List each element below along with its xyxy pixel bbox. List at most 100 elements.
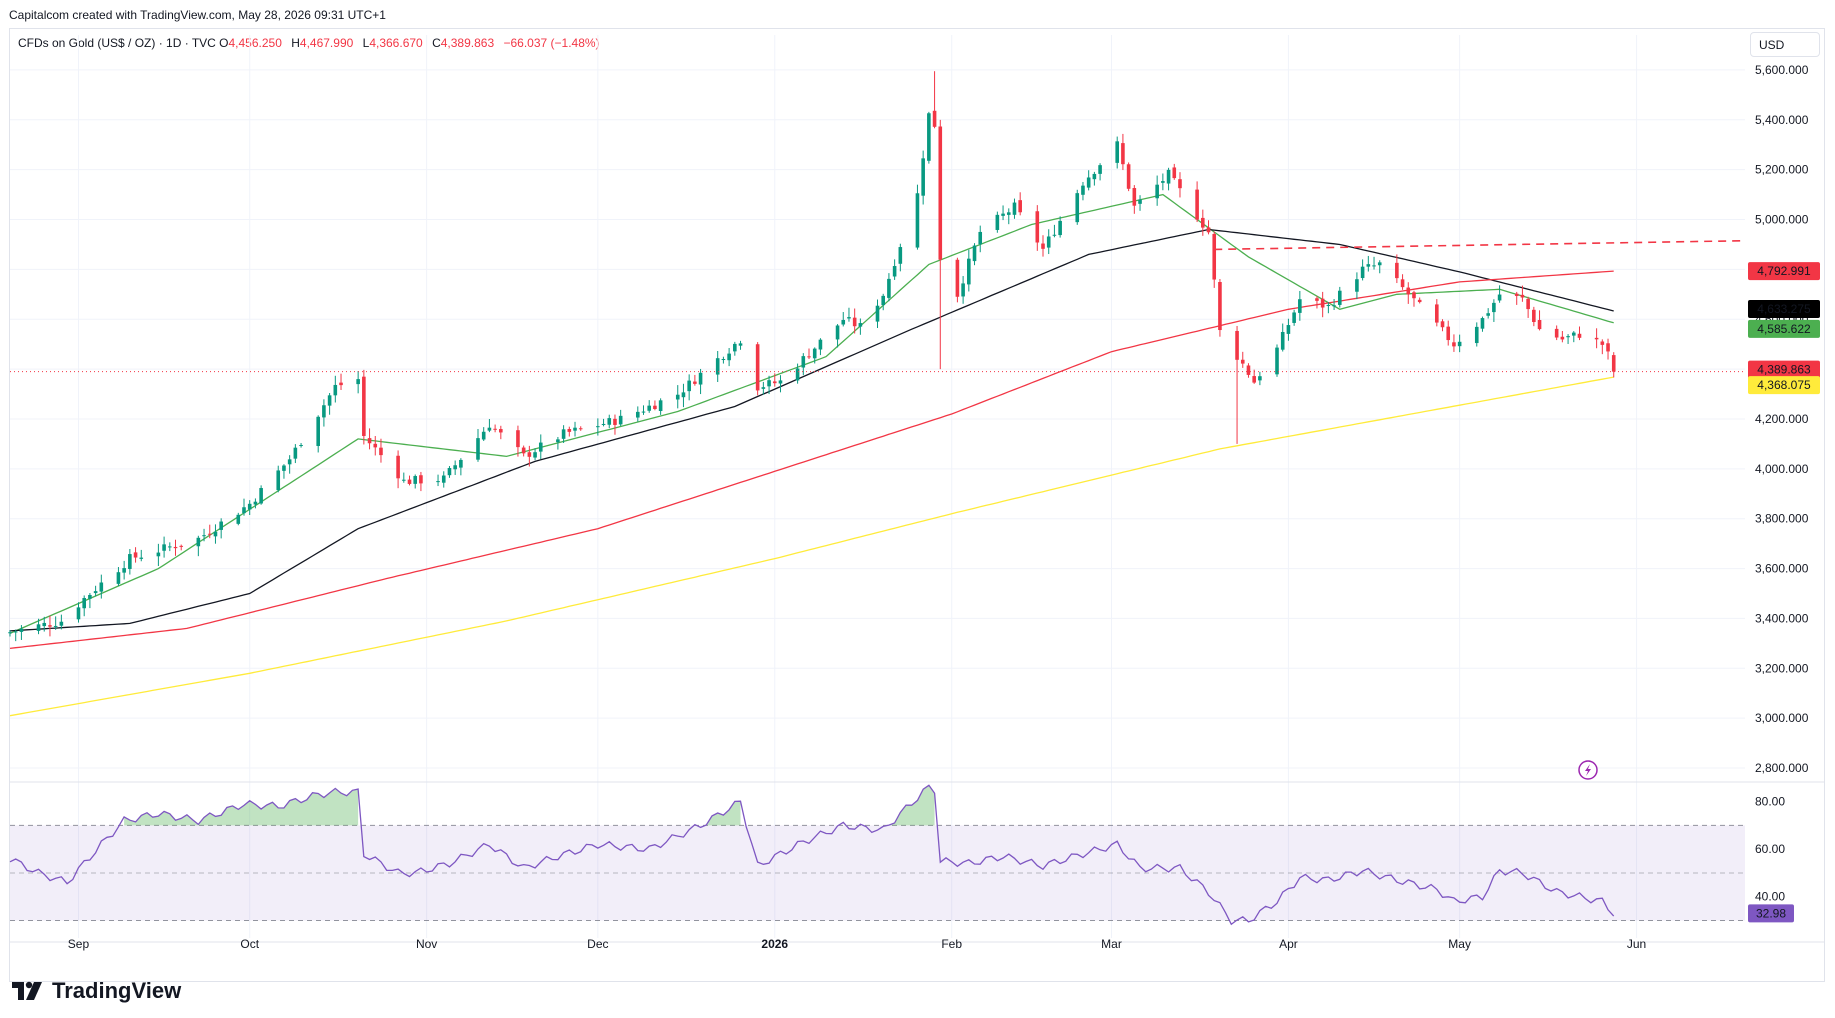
- legend-low-label: L: [362, 36, 370, 50]
- time-axis-label: 2026: [761, 937, 788, 951]
- candle-body: [727, 353, 731, 361]
- candle-body: [1377, 262, 1382, 266]
- candle-body: [1201, 217, 1205, 228]
- candle-body: [778, 380, 783, 384]
- ma-mid-line: [9, 228, 1614, 632]
- symbol-legend: CFDs on Gold (US$ / OZ) · 1D · TVC O4,45…: [18, 36, 606, 50]
- candle-body: [1480, 318, 1485, 329]
- candle-body: [578, 428, 583, 430]
- candle-body: [1566, 336, 1570, 338]
- price-axis-label: 4,200.000: [1755, 412, 1809, 426]
- candle-body: [1292, 312, 1296, 323]
- candle-body: [618, 415, 623, 425]
- price-label-text: 4,368.075: [1757, 378, 1811, 392]
- candle-body: [538, 442, 543, 452]
- candle-body: [1497, 294, 1502, 301]
- candle-body: [1355, 279, 1359, 292]
- time-axis-label: Mar: [1101, 937, 1122, 951]
- candle-body: [316, 416, 320, 446]
- candle-body: [1611, 355, 1616, 372]
- candle-body: [521, 447, 526, 454]
- candle-body: [1452, 342, 1456, 347]
- candle-body: [401, 479, 406, 481]
- candle-body: [1235, 330, 1239, 360]
- candle-body: [1446, 326, 1451, 341]
- candle-body: [607, 418, 612, 425]
- candle-body: [1417, 299, 1422, 303]
- candle-body: [1577, 333, 1582, 338]
- candle-body: [339, 382, 343, 386]
- candle-body: [128, 554, 132, 569]
- tradingview-logo-icon: [12, 981, 42, 1000]
- price-label-text: 4,585.622: [1757, 322, 1811, 336]
- candle-body: [1554, 328, 1559, 338]
- candle-body: [738, 343, 743, 346]
- candle-body: [1526, 298, 1530, 310]
- candle-body: [173, 546, 178, 549]
- candle-body: [641, 411, 646, 413]
- time-axis-label: Oct: [240, 937, 259, 951]
- candle-body: [1058, 220, 1062, 236]
- candle-body: [1474, 326, 1479, 344]
- candle-body: [293, 447, 298, 459]
- candle-body: [1600, 341, 1605, 345]
- candle-body: [99, 582, 104, 592]
- price-axis-label: 3,200.000: [1755, 661, 1809, 675]
- time-axis-label: Feb: [941, 937, 962, 951]
- candle-body: [801, 356, 806, 368]
- ma-long-line: [9, 270, 1614, 650]
- candle-body: [407, 479, 412, 484]
- candle-body: [1520, 294, 1525, 298]
- candle-body: [367, 438, 372, 444]
- candle-body: [487, 427, 492, 431]
- candle-body: [196, 537, 201, 547]
- candle-body: [915, 193, 920, 248]
- candle-body: [858, 323, 863, 327]
- rsi-overbought-fill: [706, 801, 741, 826]
- legend-close-value: 4,389.863: [440, 36, 495, 50]
- candle-body: [373, 443, 378, 448]
- time-axis-label: May: [1448, 937, 1471, 951]
- candle-body: [567, 428, 572, 432]
- price-label-box: [1748, 360, 1820, 379]
- price-axis-label: 2,800.000: [1755, 761, 1809, 775]
- candle-body: [1258, 376, 1262, 381]
- candle-body: [88, 594, 92, 599]
- candle-body: [436, 481, 440, 483]
- candle-body: [881, 295, 886, 306]
- candle-body: [932, 110, 937, 127]
- candle-body: [681, 392, 686, 398]
- candle-body: [53, 625, 58, 627]
- candle-body: [476, 438, 480, 460]
- price-axis-label: 3,400.000: [1755, 611, 1809, 625]
- candle-body: [1206, 227, 1211, 233]
- tradingview-logo[interactable]: TradingView: [12, 978, 181, 1004]
- legend-change: −66.037 (−1.48%): [503, 36, 600, 50]
- resistance-trendline[interactable]: [1214, 239, 1746, 251]
- candle-body: [1081, 185, 1085, 195]
- candle-body: [1320, 298, 1325, 308]
- candle-body: [1212, 233, 1217, 280]
- candle-body: [556, 439, 560, 443]
- candle-body: [596, 426, 600, 428]
- candle-body: [675, 394, 680, 400]
- candle-body: [1486, 313, 1490, 316]
- legend-symbol[interactable]: CFDs on Gold (US$ / OZ) · 1D · TVC: [18, 36, 216, 50]
- tradingview-logo-text: TradingView: [52, 978, 182, 1003]
- time-axis-label: Nov: [416, 937, 437, 951]
- candle-body: [1440, 321, 1445, 328]
- candle-body: [812, 348, 817, 359]
- candle-body: [887, 278, 891, 298]
- currency-button[interactable]: USD: [1750, 32, 1820, 57]
- candle-body: [493, 428, 497, 430]
- candle-body: [698, 372, 703, 385]
- candle-body: [601, 423, 606, 425]
- price-label-box: [1748, 299, 1820, 318]
- candle-body: [835, 325, 840, 340]
- candle-body: [795, 368, 800, 381]
- candle-body: [1121, 143, 1125, 165]
- candle-body: [1052, 234, 1057, 236]
- candle-body: [1166, 169, 1171, 184]
- candle-body: [481, 431, 486, 440]
